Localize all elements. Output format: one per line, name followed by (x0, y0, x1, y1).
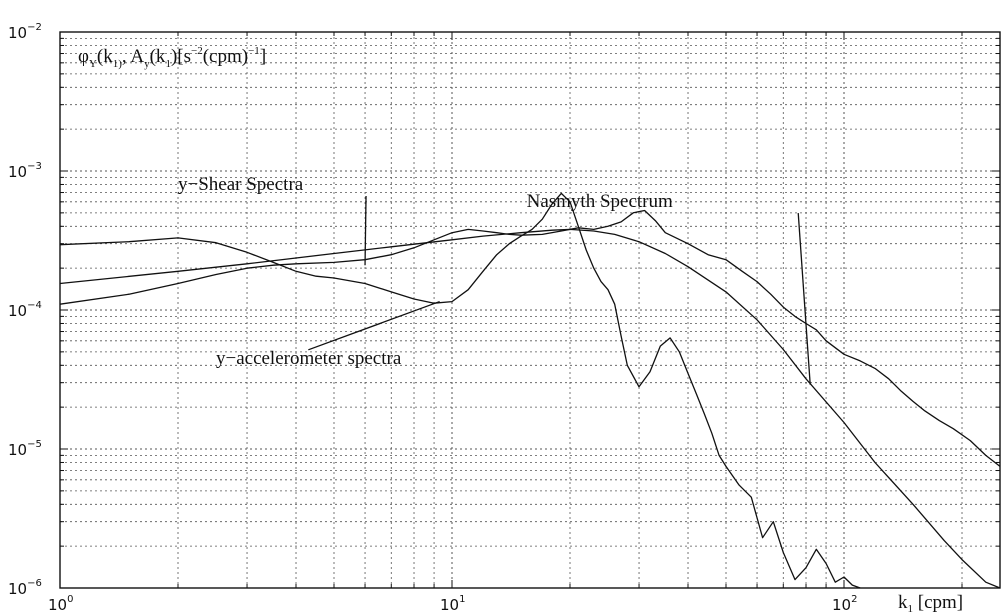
xlabel-part: [cpm] (913, 592, 963, 613)
minor-gridlines (60, 32, 1000, 588)
ylabel-part: (cpm) (203, 46, 248, 67)
x-tick-label: 100 (48, 594, 73, 614)
ylabel-part: , A (122, 46, 144, 67)
ylabel-part: −2 (191, 45, 203, 57)
xlabel-part: k (898, 592, 908, 613)
ylabel-part: (k (97, 46, 113, 67)
x-tick-labels: 100 101 102 (48, 594, 857, 614)
annotation-label: y−Shear Spectra (178, 174, 304, 195)
x-tick-label: 102 (832, 594, 857, 614)
y-tick-label: 10−3 (8, 161, 42, 181)
ylabel-part: φ (78, 46, 89, 67)
annotation-leader (308, 300, 440, 351)
series-layer (59, 192, 1001, 589)
series-line-nasmyth (59, 228, 1001, 589)
annotation-label: y−accelerometer spectra (216, 348, 402, 369)
ylabel-part: Y (89, 58, 97, 70)
annotation-leaders (308, 195, 811, 385)
y-tick-label: 10−2 (8, 22, 42, 42)
x-tick-label: 101 (440, 594, 465, 614)
x-axis-label: k1 [cpm] (898, 592, 963, 615)
ylabel-part: ] (260, 46, 266, 67)
y-tick-label: 10−6 (8, 578, 42, 598)
y-tick-label: 10−4 (8, 300, 42, 320)
annotation-label: Nasmyth Spectrum (527, 191, 673, 212)
y-axis-label: φY(k1), Ay(k1)[s−2(cpm)−1] (78, 45, 266, 70)
ylabel-part: 1) (113, 58, 123, 70)
series-line-accel (59, 192, 861, 589)
ylabel-part: 1 (165, 58, 171, 70)
y-tick-label: 10−5 (8, 439, 42, 459)
ylabel-part: )[s (171, 46, 191, 67)
ylabel-part: y (144, 58, 150, 70)
plot-frame (59, 31, 1001, 589)
series-line-shear (59, 209, 1001, 467)
annotation-leader (364, 195, 367, 266)
annotation-labels: y−Shear Spectra Nasmyth Spectrum y−acceler… (178, 174, 673, 369)
ylabel-part: −1 (248, 45, 260, 57)
annotation-leader (797, 213, 811, 385)
ylabel-part: (k (150, 46, 166, 67)
y-tick-labels: 10−2 10−3 10−4 10−5 10−6 (8, 22, 42, 598)
xlabel-part: 1 (908, 603, 914, 615)
